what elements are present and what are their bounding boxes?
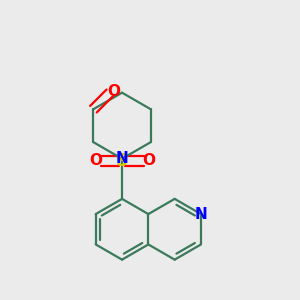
Text: O: O [107, 84, 120, 99]
Text: O: O [142, 153, 155, 168]
Text: N: N [116, 151, 128, 166]
Text: N: N [195, 207, 207, 222]
Text: O: O [89, 153, 102, 168]
Text: S: S [116, 152, 128, 170]
